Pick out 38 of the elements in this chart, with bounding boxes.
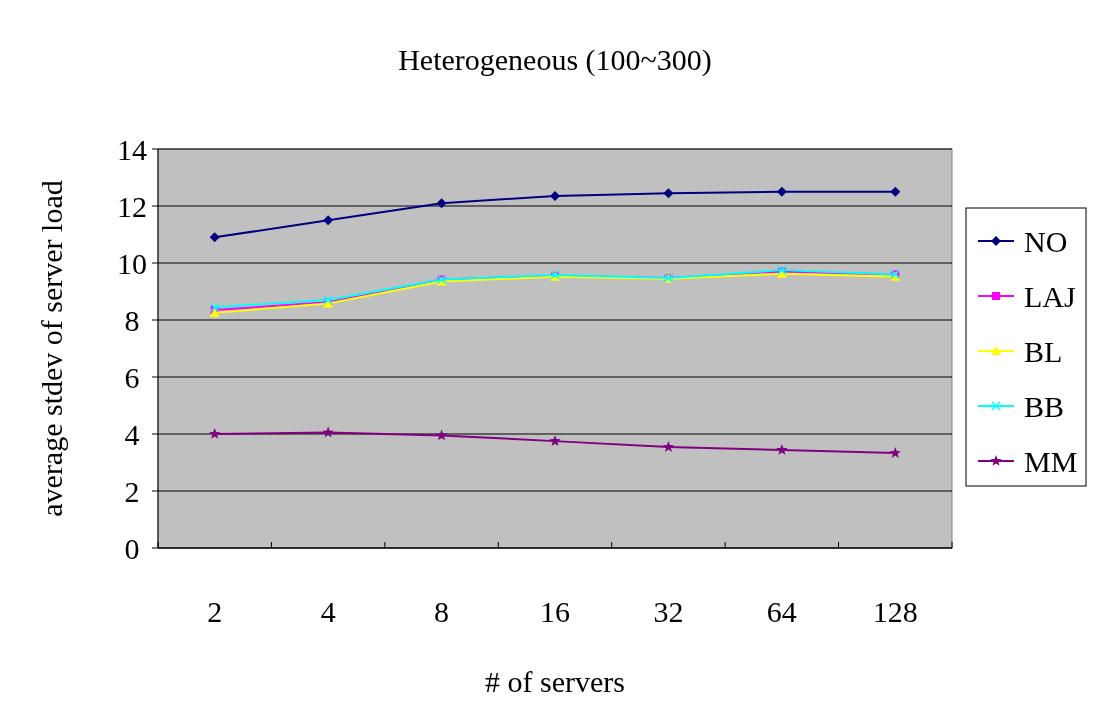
x-axis-title: # of servers <box>485 665 625 698</box>
legend-label: BB <box>1024 389 1065 423</box>
point <box>323 215 334 226</box>
y-tick-label: 0 <box>124 531 140 565</box>
point <box>209 232 220 243</box>
point <box>776 186 787 197</box>
y-tick-label: 14 <box>117 132 147 166</box>
point <box>550 191 560 202</box>
point <box>209 302 220 312</box>
x-tick-label: 64 <box>766 595 797 628</box>
point <box>436 198 447 209</box>
chart-title: Heterogeneous (100~300) <box>398 43 712 77</box>
legend-label: BL <box>1024 334 1063 368</box>
y-tick-label: 4 <box>124 417 140 451</box>
point <box>209 428 221 439</box>
y-tick-label: 6 <box>124 360 140 394</box>
x-tick-label: 16 <box>540 595 570 628</box>
y-tick-label: 8 <box>124 303 140 337</box>
legend-label: NO <box>1024 224 1068 258</box>
y-axis-title: average stdev of server load <box>35 180 68 517</box>
x-tick-label: 4 <box>320 595 336 628</box>
point <box>663 188 674 199</box>
point <box>890 186 901 197</box>
point <box>889 447 901 458</box>
x-tick-label: 32 <box>653 595 684 628</box>
legend-label: LAJ <box>1024 279 1076 313</box>
legend-label: MM <box>1024 444 1078 478</box>
x-tick-label: 2 <box>207 595 223 628</box>
y-tick-label: 10 <box>117 246 147 280</box>
point <box>549 435 561 446</box>
point <box>322 426 334 438</box>
y-tick-label: 12 <box>117 189 147 223</box>
point <box>662 441 675 452</box>
point <box>776 443 788 455</box>
x-tick-label: 8 <box>434 595 450 628</box>
point <box>435 429 448 441</box>
x-tick-label: 128 <box>872 595 918 628</box>
y-tick-label: 2 <box>124 474 140 508</box>
